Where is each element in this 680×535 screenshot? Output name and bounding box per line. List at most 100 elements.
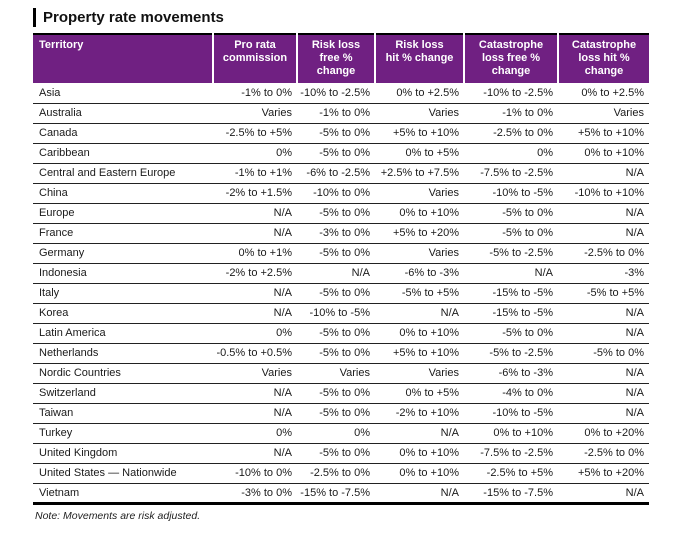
value-cell-catastrophe-loss-free-change: -2.5% to +5% xyxy=(464,463,558,484)
value-cell-risk-loss-free-change: -5% to 0% xyxy=(297,383,375,404)
territory-cell: Switzerland xyxy=(33,383,213,404)
value-cell-pro-rata-commission: -3% to 0% xyxy=(213,483,297,505)
value-cell-pro-rata-commission: -1% to 0% xyxy=(213,83,297,104)
territory-cell: Korea xyxy=(33,303,213,324)
value-cell-pro-rata-commission: N/A xyxy=(213,303,297,324)
value-cell-catastrophe-loss-free-change: -2.5% to 0% xyxy=(464,123,558,144)
value-cell-catastrophe-loss-hit-change: 0% to +20% xyxy=(558,423,649,444)
territory-cell: Australia xyxy=(33,103,213,124)
value-cell-risk-loss-hit-change: 0% to +2.5% xyxy=(375,83,464,104)
value-cell-pro-rata-commission: N/A xyxy=(213,403,297,424)
value-cell-catastrophe-loss-free-change: -10% to -5% xyxy=(464,403,558,424)
territory-cell: France xyxy=(33,223,213,244)
territory-cell: Asia xyxy=(33,83,213,104)
value-cell-risk-loss-free-change: -5% to 0% xyxy=(297,403,375,424)
value-cell-catastrophe-loss-free-change: -5% to 0% xyxy=(464,203,558,224)
value-cell-pro-rata-commission: Varies xyxy=(213,363,297,384)
table-header-row: Territory Pro rata commission Risk loss fr… xyxy=(33,34,649,83)
territory-cell: Indonesia xyxy=(33,263,213,284)
value-cell-risk-loss-hit-change: +2.5% to +7.5% xyxy=(375,163,464,184)
value-cell-catastrophe-loss-hit-change: N/A xyxy=(558,403,649,424)
value-cell-risk-loss-free-change: -5% to 0% xyxy=(297,443,375,464)
table-row: Latin America 0% -5% to 0% 0% to +10% -5% to… xyxy=(33,323,649,344)
territory-cell: United States — Nationwide xyxy=(33,463,213,484)
rate-table: Territory Pro rata commission Risk loss fr… xyxy=(33,33,649,505)
value-cell-risk-loss-free-change: -5% to 0% xyxy=(297,243,375,264)
value-cell-catastrophe-loss-free-change: -6% to -3% xyxy=(464,363,558,384)
value-cell-pro-rata-commission: -10% to 0% xyxy=(213,463,297,484)
value-cell-pro-rata-commission: -0.5% to +0.5% xyxy=(213,343,297,364)
value-cell-catastrophe-loss-free-change: -7.5% to -2.5% xyxy=(464,443,558,464)
value-cell-catastrophe-loss-free-change: 0% to +10% xyxy=(464,423,558,444)
value-cell-risk-loss-hit-change: N/A xyxy=(375,423,464,444)
value-cell-pro-rata-commission: Varies xyxy=(213,103,297,124)
table-row: China -2% to +1.5% -10% to 0% Varies -10% to… xyxy=(33,183,649,204)
table-row: Germany 0% to +1% -5% to 0% Varies -5% to -2… xyxy=(33,243,649,264)
value-cell-catastrophe-loss-hit-change: Varies xyxy=(558,103,649,124)
territory-cell: Turkey xyxy=(33,423,213,444)
value-cell-risk-loss-free-change: -10% to -2.5% xyxy=(297,83,375,104)
value-cell-risk-loss-free-change: -3% to 0% xyxy=(297,223,375,244)
value-cell-catastrophe-loss-hit-change: N/A xyxy=(558,323,649,344)
page-title: Property rate movements xyxy=(33,8,649,27)
value-cell-pro-rata-commission: 0% to +1% xyxy=(213,243,297,264)
value-cell-risk-loss-hit-change: +5% to +10% xyxy=(375,123,464,144)
value-cell-catastrophe-loss-hit-change: N/A xyxy=(558,203,649,224)
value-cell-pro-rata-commission: -1% to +1% xyxy=(213,163,297,184)
table-row: United Kingdom N/A -5% to 0% 0% to +10% -7.5… xyxy=(33,443,649,464)
value-cell-pro-rata-commission: N/A xyxy=(213,383,297,404)
territory-cell: Italy xyxy=(33,283,213,304)
value-cell-risk-loss-free-change: -5% to 0% xyxy=(297,343,375,364)
value-cell-catastrophe-loss-hit-change: -5% to +5% xyxy=(558,283,649,304)
value-cell-catastrophe-loss-free-change: N/A xyxy=(464,263,558,284)
territory-cell: Vietnam xyxy=(33,483,213,505)
value-cell-risk-loss-free-change: Varies xyxy=(297,363,375,384)
value-cell-catastrophe-loss-hit-change: -2.5% to 0% xyxy=(558,243,649,264)
value-cell-catastrophe-loss-free-change: -5% to -2.5% xyxy=(464,243,558,264)
value-cell-pro-rata-commission: 0% xyxy=(213,323,297,344)
value-cell-pro-rata-commission: -2% to +2.5% xyxy=(213,263,297,284)
table-row: Vietnam -3% to 0% -15% to -7.5% N/A -15% to … xyxy=(33,483,649,505)
value-cell-catastrophe-loss-free-change: -7.5% to -2.5% xyxy=(464,163,558,184)
value-cell-risk-loss-free-change: 0% xyxy=(297,423,375,444)
table-body: Asia -1% to 0% -10% to -2.5% 0% to +2.5% -10… xyxy=(33,83,649,505)
value-cell-pro-rata-commission: -2% to +1.5% xyxy=(213,183,297,204)
territory-cell: Central and Eastern Europe xyxy=(33,163,213,184)
column-header-catastrophe-loss-free-change: Catastrophe loss free % change xyxy=(463,34,558,83)
value-cell-risk-loss-free-change: -5% to 0% xyxy=(297,203,375,224)
column-header-catastrophe-loss-hit-change: Catastrophe loss hit % change xyxy=(557,34,649,83)
table-row: Indonesia -2% to +2.5% N/A -6% to -3% N/A -3% xyxy=(33,263,649,284)
value-cell-risk-loss-hit-change: N/A xyxy=(375,303,464,324)
value-cell-catastrophe-loss-free-change: -5% to 0% xyxy=(464,323,558,344)
value-cell-risk-loss-hit-change: 0% to +10% xyxy=(375,443,464,464)
value-cell-catastrophe-loss-hit-change: N/A xyxy=(558,383,649,404)
territory-cell: China xyxy=(33,183,213,204)
value-cell-pro-rata-commission: N/A xyxy=(213,203,297,224)
value-cell-pro-rata-commission: -2.5% to +5% xyxy=(213,123,297,144)
value-cell-catastrophe-loss-hit-change: N/A xyxy=(558,483,649,505)
value-cell-risk-loss-free-change: -10% to 0% xyxy=(297,183,375,204)
value-cell-catastrophe-loss-free-change: -5% to -2.5% xyxy=(464,343,558,364)
value-cell-pro-rata-commission: N/A xyxy=(213,223,297,244)
value-cell-risk-loss-free-change: N/A xyxy=(297,263,375,284)
column-header-risk-loss-free-change: Risk loss free % change xyxy=(296,34,375,83)
table-row: Asia -1% to 0% -10% to -2.5% 0% to +2.5% -10… xyxy=(33,83,649,104)
value-cell-catastrophe-loss-hit-change: N/A xyxy=(558,303,649,324)
value-cell-risk-loss-hit-change: 0% to +10% xyxy=(375,323,464,344)
table-header: Territory Pro rata commission Risk loss fr… xyxy=(33,34,649,83)
value-cell-risk-loss-hit-change: 0% to +5% xyxy=(375,143,464,164)
table-row: Caribbean 0% -5% to 0% 0% to +5% 0% 0% to +10… xyxy=(33,143,649,164)
territory-cell: Taiwan xyxy=(33,403,213,424)
value-cell-risk-loss-hit-change: Varies xyxy=(375,243,464,264)
territory-cell: United Kingdom xyxy=(33,443,213,464)
value-cell-catastrophe-loss-free-change: -5% to 0% xyxy=(464,223,558,244)
table-row: Taiwan N/A -5% to 0% -2% to +10% -10% to -5%… xyxy=(33,403,649,424)
value-cell-risk-loss-hit-change: Varies xyxy=(375,103,464,124)
value-cell-catastrophe-loss-free-change: 0% xyxy=(464,143,558,164)
territory-cell: Caribbean xyxy=(33,143,213,164)
territory-cell: Netherlands xyxy=(33,343,213,364)
value-cell-risk-loss-hit-change: 0% to +10% xyxy=(375,463,464,484)
value-cell-risk-loss-hit-change: 0% to +10% xyxy=(375,203,464,224)
value-cell-catastrophe-loss-hit-change: -3% xyxy=(558,263,649,284)
table-row: United States — Nationwide -10% to 0% -2.5… xyxy=(33,463,649,484)
